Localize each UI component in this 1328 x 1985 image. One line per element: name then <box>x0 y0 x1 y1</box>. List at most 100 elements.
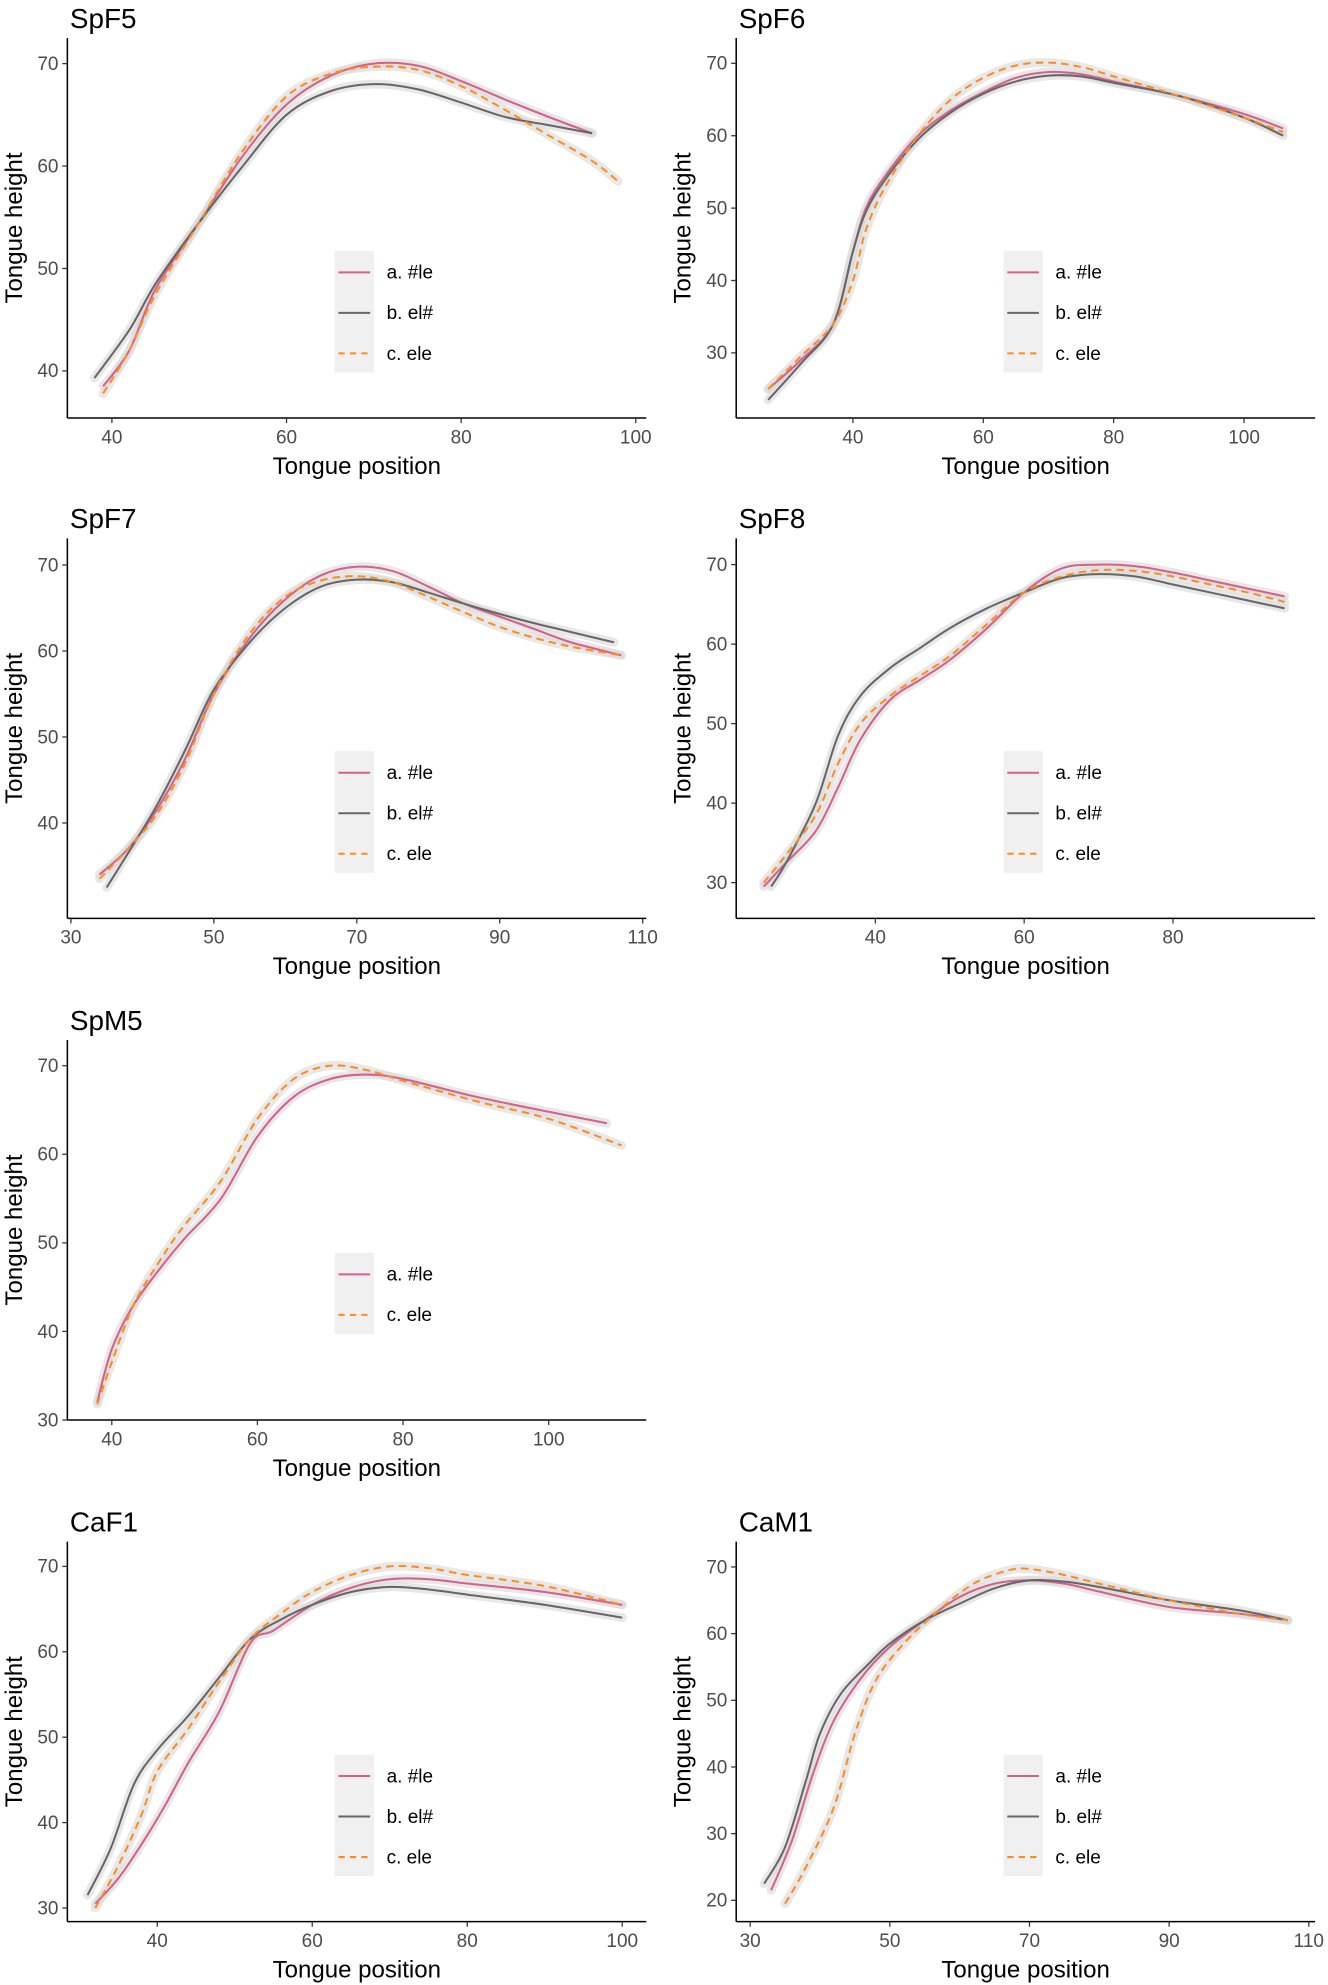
x-tick-label: 30 <box>60 928 81 949</box>
legend-label: c. ele <box>387 1847 432 1868</box>
plot-area <box>763 58 1288 405</box>
legend-label: a. #le <box>1055 263 1101 284</box>
x-tick-label: 40 <box>865 928 886 949</box>
x-axis-title: Tongue position <box>273 453 441 480</box>
series-line-a <box>96 1073 608 1403</box>
y-tick-label: 50 <box>706 198 727 219</box>
x-tick-label: 60 <box>302 1931 323 1952</box>
series-line-b <box>105 578 615 888</box>
y-tick-label: 30 <box>706 1824 727 1845</box>
y-tick-label: 50 <box>37 727 58 748</box>
x-tick-label: 110 <box>1294 1931 1324 1952</box>
chart-panel-caf1: CaF1 40 60 80 100 30 40 50 60 70 Tongue position To… <box>1 1507 647 1983</box>
chart-panel-spf6: SpF6 40 60 80 100 30 40 50 60 70 Tongue position To… <box>670 3 1316 480</box>
chart-title: SpF5 <box>70 3 137 34</box>
series-line-a <box>102 61 593 387</box>
legend-label: a. #le <box>387 1265 433 1286</box>
y-tick-label: 60 <box>706 1624 727 1645</box>
legend-label: c. ele <box>387 344 432 365</box>
x-axis-title: Tongue position <box>273 1455 441 1482</box>
chart-title: SpF6 <box>739 3 806 34</box>
x-tick-label: 90 <box>489 928 510 949</box>
plot-area <box>759 1563 1293 1909</box>
x-tick-label: 50 <box>879 1931 900 1952</box>
y-tick-label: 60 <box>37 156 58 177</box>
y-tick-label: 30 <box>37 1898 58 1919</box>
y-axis-title: Tongue height <box>1 1154 28 1305</box>
legend-label: c. ele <box>1055 1847 1100 1868</box>
series-line-c <box>762 568 1285 884</box>
legend-key-background <box>1003 1754 1043 1877</box>
chart-panel-cam1: CaM1 30 50 70 90 110 20 30 40 50 60 70 Tongue positi… <box>670 1507 1324 1984</box>
y-tick-label: 60 <box>37 641 58 662</box>
series-line-c <box>96 1064 622 1405</box>
legend-label: a. #le <box>1055 1766 1101 1787</box>
x-tick-label: 60 <box>1014 928 1035 949</box>
x-tick-label: 60 <box>973 427 994 448</box>
legend-key-background <box>1003 751 1043 873</box>
legend-label: b. el# <box>1055 804 1102 825</box>
y-tick-label: 70 <box>37 1056 58 1077</box>
x-axis-title: Tongue position <box>273 953 441 980</box>
legend-label: a. #le <box>1055 763 1101 784</box>
x-axis-title: Tongue position <box>273 1956 441 1983</box>
y-tick-label: 50 <box>37 1728 58 1749</box>
y-tick-label: 20 <box>706 1891 727 1912</box>
y-axis-title: Tongue height <box>1 653 28 804</box>
x-tick-label: 50 <box>203 928 224 949</box>
legend-key-background <box>334 250 374 373</box>
series-line-c <box>784 1567 1289 1905</box>
series-line-c <box>102 65 619 394</box>
x-tick-label: 80 <box>451 427 472 448</box>
y-tick-label: 60 <box>37 1145 58 1166</box>
y-tick-label: 70 <box>37 1557 58 1578</box>
y-tick-label: 40 <box>37 1322 58 1343</box>
chart-panel-spf5: SpF5 40 60 80 100 40 50 60 70 Tongue position Tong… <box>1 3 652 480</box>
legend-label: b. el# <box>1055 303 1102 324</box>
chart-panel-spm5: SpM5 40 60 80 100 30 40 50 60 70 Tongue position To… <box>1 1005 647 1482</box>
plot-area <box>83 1561 627 1913</box>
y-tick-label: 40 <box>706 793 727 814</box>
x-tick-label: 40 <box>101 427 122 448</box>
x-axis-title: Tongue position <box>941 953 1109 980</box>
y-axis-title: Tongue height <box>670 152 697 303</box>
x-tick-label: 100 <box>1228 427 1260 448</box>
x-tick-label: 70 <box>346 928 367 949</box>
x-tick-label: 80 <box>1103 427 1124 448</box>
legend-key-background <box>334 1754 374 1877</box>
y-tick-label: 70 <box>706 54 727 75</box>
series-line-a <box>762 563 1285 888</box>
x-tick-label: 40 <box>842 427 863 448</box>
x-tick-label: 110 <box>628 928 658 949</box>
chart-title: SpF8 <box>739 503 806 534</box>
plot-area <box>92 1060 626 1409</box>
y-tick-label: 70 <box>37 555 58 576</box>
series-line-b <box>86 1585 623 1896</box>
x-axis-title: Tongue position <box>941 453 1109 480</box>
plot-area <box>95 562 626 892</box>
y-tick-label: 30 <box>706 343 727 364</box>
y-tick-label: 40 <box>37 1813 58 1834</box>
x-tick-label: 30 <box>740 1931 761 1952</box>
y-tick-label: 40 <box>706 1757 727 1778</box>
y-axis-title: Tongue height <box>1 152 28 303</box>
x-axis-title: Tongue position <box>941 1956 1109 1983</box>
y-tick-label: 40 <box>37 813 58 834</box>
series-line-a <box>98 565 622 876</box>
series-line-b <box>93 83 593 379</box>
chart-title: CaF1 <box>70 1507 138 1538</box>
legend-label: a. #le <box>387 763 433 784</box>
y-tick-label: 30 <box>37 1410 58 1431</box>
x-tick-label: 40 <box>101 1429 122 1450</box>
x-tick-label: 100 <box>533 1429 565 1450</box>
y-axis-title: Tongue height <box>1 1656 28 1807</box>
legend-key-background <box>334 751 374 873</box>
y-tick-label: 70 <box>706 555 727 576</box>
y-tick-label: 70 <box>37 54 58 75</box>
legend-key-background <box>334 1252 374 1334</box>
chart-title: CaM1 <box>739 1507 813 1538</box>
series-line-c <box>98 575 622 880</box>
x-tick-label: 80 <box>457 1931 478 1952</box>
x-tick-label: 60 <box>247 1429 268 1450</box>
